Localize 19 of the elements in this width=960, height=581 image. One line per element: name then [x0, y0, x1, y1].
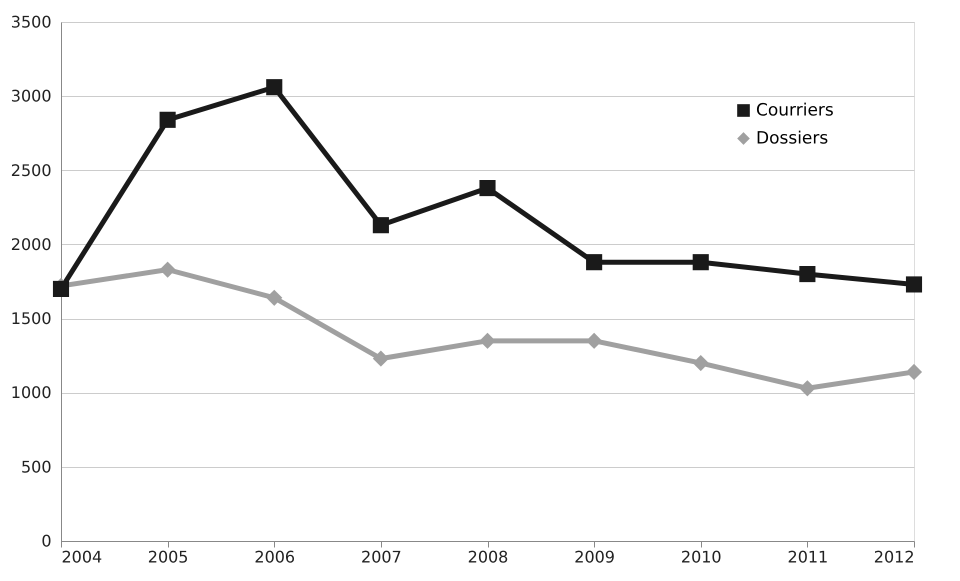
x-tick-label: 2005 — [148, 548, 188, 566]
y-tick-label: 1500 — [10, 309, 52, 328]
x-tick-label: 2008 — [468, 548, 508, 566]
x-tick-label: 2004 — [62, 548, 102, 566]
y-tick-label: 500 — [20, 457, 52, 476]
y-tick-label: 2000 — [10, 234, 52, 254]
y-tick-label: 1000 — [10, 383, 52, 402]
legend-label: Dossiers — [756, 128, 828, 148]
y-tick-label: 3500 — [10, 12, 52, 32]
y-tick-label: 0 — [41, 532, 52, 550]
x-tick-label: 2011 — [788, 548, 828, 566]
x-tick-label: 2006 — [254, 548, 296, 566]
x-tick-label: 2010 — [680, 548, 722, 566]
legend-label: Courriers — [756, 100, 834, 120]
x-tick-label: 2007 — [361, 548, 402, 566]
x-tick-label: 2012 — [874, 548, 914, 566]
x-tick-label: 2009 — [574, 548, 615, 566]
y-tick-label: 2500 — [10, 160, 52, 180]
y-tick-label: 3000 — [10, 86, 52, 106]
